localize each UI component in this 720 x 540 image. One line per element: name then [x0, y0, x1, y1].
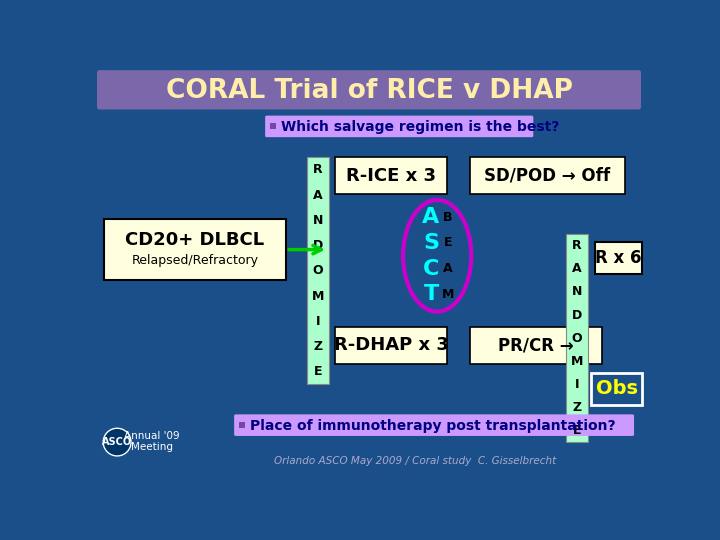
Text: Relapsed/Refractory: Relapsed/Refractory: [132, 254, 258, 267]
Bar: [595, 242, 642, 274]
Text: M: M: [312, 289, 324, 302]
Text: A: A: [444, 262, 453, 275]
Text: Z: Z: [572, 401, 581, 414]
Text: R-DHAP x 3: R-DHAP x 3: [333, 336, 449, 354]
Ellipse shape: [403, 200, 472, 312]
Text: E: E: [572, 424, 581, 437]
Text: E: E: [314, 365, 322, 378]
FancyBboxPatch shape: [265, 116, 534, 137]
Text: CORAL Trial of RICE v DHAP: CORAL Trial of RICE v DHAP: [166, 78, 572, 104]
Bar: [335, 157, 447, 194]
Text: Place of immunotherapy post transplantation?: Place of immunotherapy post transplantat…: [250, 419, 616, 433]
Text: E: E: [444, 236, 452, 249]
Circle shape: [103, 428, 131, 456]
Text: Orlando ASCO May 2009 / Coral study  C. Gisselbrecht: Orlando ASCO May 2009 / Coral study C. G…: [274, 456, 557, 467]
Text: A: A: [572, 262, 582, 275]
Text: N: N: [572, 286, 582, 299]
Text: R x 6: R x 6: [595, 249, 642, 267]
Text: ASCO: ASCO: [102, 437, 132, 447]
Bar: [270, 123, 276, 130]
Bar: [566, 234, 588, 442]
Text: I: I: [315, 315, 320, 328]
Bar: [591, 373, 642, 405]
Text: Obs: Obs: [595, 380, 638, 399]
Bar: [469, 157, 625, 194]
Text: R: R: [313, 163, 323, 177]
Bar: [469, 327, 601, 363]
Text: PR/CR →: PR/CR →: [498, 336, 573, 354]
Text: N: N: [312, 214, 323, 227]
Text: M: M: [570, 355, 583, 368]
Text: R: R: [572, 239, 582, 252]
Bar: [239, 422, 245, 428]
Text: O: O: [572, 332, 582, 345]
Text: A: A: [423, 207, 440, 227]
Text: SD/POD → Off: SD/POD → Off: [484, 167, 611, 185]
FancyBboxPatch shape: [234, 414, 634, 436]
Bar: [335, 327, 447, 363]
Text: Meeting: Meeting: [131, 442, 173, 452]
Text: R-ICE x 3: R-ICE x 3: [346, 167, 436, 185]
Text: S: S: [423, 233, 439, 253]
Text: Z: Z: [313, 340, 323, 353]
Text: M: M: [442, 288, 454, 301]
Text: O: O: [312, 264, 323, 277]
Text: I: I: [575, 378, 579, 391]
Text: T: T: [423, 284, 438, 304]
Bar: [104, 219, 286, 280]
Text: C: C: [423, 259, 439, 279]
Text: CD20+ DLBCL: CD20+ DLBCL: [125, 231, 264, 249]
Text: D: D: [312, 239, 323, 252]
Text: D: D: [572, 308, 582, 321]
Text: Which salvage regimen is the best?: Which salvage regimen is the best?: [281, 120, 559, 134]
Text: Annual '09: Annual '09: [124, 431, 180, 441]
Bar: [307, 157, 329, 384]
Text: A: A: [313, 188, 323, 201]
Text: B: B: [444, 211, 453, 224]
FancyBboxPatch shape: [97, 70, 641, 110]
